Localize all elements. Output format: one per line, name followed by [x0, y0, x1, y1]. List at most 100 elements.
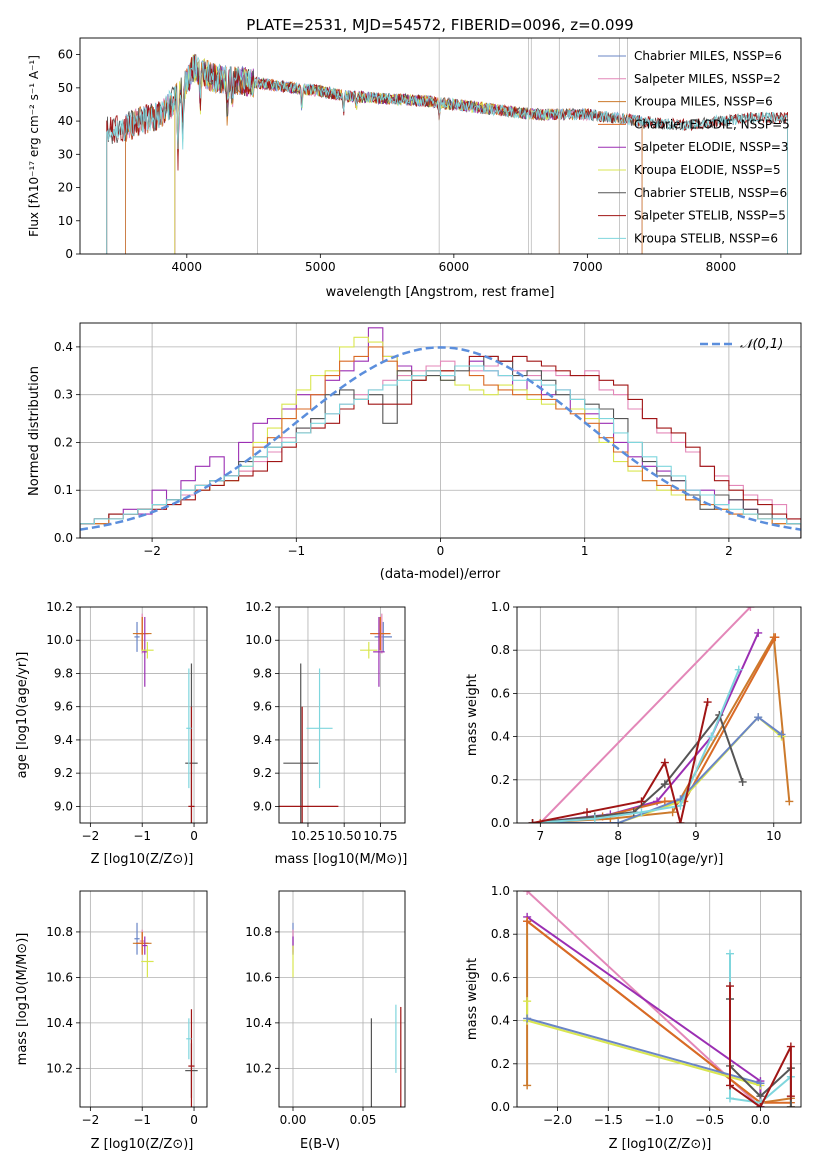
axes-frame [79, 322, 802, 539]
weight-line [532, 701, 709, 823]
y-tick-label: 40 [58, 114, 73, 128]
y-tick-label: 10.0 [46, 633, 73, 647]
y-tick-label: 60 [58, 48, 73, 62]
legend-label: Chabrier ELODIE, NSSP=5 [634, 117, 790, 131]
age-vs-mass-panel: mass [log10(M/M⊙)] 10.25 10.50 10.75 9.0 9.2… [245, 600, 408, 867]
x-tick-label: 7 [537, 829, 545, 843]
x-tick-label: −1.0 [644, 1113, 673, 1127]
legend-label: Kroupa MILES, NSSP=6 [634, 95, 773, 109]
axes-frame [516, 890, 802, 1108]
residuals-ylabel: Normed distribution [27, 366, 42, 496]
histogram-step [80, 365, 801, 538]
y-tick-label: 9.4 [253, 733, 272, 747]
weight-line [729, 986, 792, 1107]
age-vs-mass-xlabel: mass [log10(M/M⊙)] [275, 852, 408, 867]
y-tick-label: 50 [58, 81, 73, 95]
weight-vs-Z-panel: Z [log10(Z/Z⊙)] mass weight −2.0 −1.5 −1.0… [465, 884, 802, 1152]
x-tick-label: 1 [581, 544, 589, 558]
residuals-panel: (data-model)/error Normed distribution −… [27, 322, 802, 582]
weight-marker [756, 1079, 765, 1088]
axes-frame [278, 890, 406, 1108]
mass-vs-ebv-xlabel: E(B-V) [300, 1137, 340, 1152]
x-tick-label: 10.50 [327, 829, 361, 843]
plot-area [80, 327, 801, 538]
y-tick-label: 20 [58, 181, 73, 195]
y-tick-label: 10 [58, 214, 73, 228]
weight-marker [726, 982, 734, 991]
x-tick-label: −1.5 [594, 1113, 623, 1127]
y-tick-label: 0.4 [491, 1014, 510, 1028]
x-tick-label: 2 [725, 544, 733, 558]
x-tick-label: 8000 [706, 260, 737, 274]
y-tick-label: 10.0 [245, 633, 272, 647]
x-tick-label: −0.5 [695, 1113, 724, 1127]
x-tick-label: −1 [133, 829, 151, 843]
y-tick-label: 30 [58, 147, 73, 161]
weight-marker [734, 665, 743, 674]
weight-marker [668, 808, 677, 817]
x-tick-label: −2 [143, 544, 161, 558]
weight-marker [726, 1094, 734, 1103]
x-tick-label: −2 [82, 1113, 100, 1127]
weight-marker [523, 1081, 532, 1090]
plot-area [106, 38, 788, 254]
y-tick-label: 0.8 [491, 927, 510, 941]
y-tick-label: 10.2 [245, 1061, 272, 1075]
plot-area [279, 613, 392, 823]
weight-marker [676, 801, 685, 810]
weight-vs-Z-xlabel: Z [log10(Z/Z⊙)] [609, 1137, 712, 1152]
weight-marker [523, 1014, 532, 1023]
weight-marker [746, 607, 755, 611]
weight-marker [536, 819, 545, 823]
x-tick-label: 9 [692, 829, 700, 843]
y-tick-label: 0.0 [491, 816, 510, 830]
y-tick-label: 9.2 [253, 766, 272, 780]
weight-vs-age-ylabel: mass weight [465, 674, 480, 756]
legend-label: Chabrier STELIB, NSSP=6 [634, 186, 787, 200]
x-tick-label: −2.0 [543, 1113, 572, 1127]
y-tick-label: 10.8 [46, 925, 73, 939]
spectrum-title: PLATE=2531, MJD=54572, FIBERID=0096, z=0… [246, 16, 633, 34]
plot-area [292, 922, 402, 1107]
x-tick-label: 5000 [305, 260, 336, 274]
y-tick-label: 0.6 [491, 686, 510, 700]
y-tick-label: 9.0 [253, 799, 272, 813]
legend-label: Kroupa STELIB, NSSP=6 [634, 231, 778, 245]
legend-label: Chabrier MILES, NSSP=6 [634, 49, 782, 63]
weight-line [532, 669, 740, 823]
legend-label: Salpeter MILES, NSSP=2 [634, 72, 781, 86]
legend-label: Kroupa ELODIE, NSSP=5 [634, 163, 781, 177]
y-tick-label: 10.6 [46, 970, 73, 984]
y-tick-label: 10.4 [46, 1016, 73, 1030]
weight-vs-Z-ylabel: mass weight [465, 958, 480, 1040]
y-tick-label: 1.0 [491, 884, 510, 898]
y-tick-label: 9.6 [54, 700, 73, 714]
x-tick-label: 0.00 [280, 1113, 307, 1127]
weight-marker [637, 797, 646, 806]
weight-marker [660, 780, 669, 789]
spectrum-line [125, 54, 643, 254]
residuals-xlabel: (data-model)/error [380, 567, 501, 582]
spectrum-panel: PLATE=2531, MJD=54572, FIBERID=0096, z=0… [27, 16, 802, 300]
x-tick-label: −1 [133, 1113, 151, 1127]
axes-frame [79, 890, 208, 1108]
weight-line [532, 633, 791, 823]
spectrum-ylabel: Flux [fλ10⁻¹⁷ erg cm⁻² s⁻¹ A⁻¹] [27, 55, 41, 237]
weight-marker [777, 730, 786, 739]
y-tick-label: 9.6 [253, 700, 272, 714]
x-tick-label: 0.0 [751, 1113, 770, 1127]
mass-vs-Z-ylabel: mass [log10(M/M⊙)] [15, 933, 30, 1066]
y-tick-label: 0.4 [491, 730, 510, 744]
x-tick-label: 0 [190, 829, 198, 843]
x-tick-label: 0.05 [350, 1113, 377, 1127]
y-tick-label: 10.2 [245, 600, 272, 614]
x-tick-label: 10 [766, 829, 781, 843]
weight-marker [707, 732, 716, 741]
spectrum-legend: Chabrier MILES, NSSP=6 Salpeter MILES, NS… [598, 49, 790, 245]
spectrum-line [125, 54, 643, 254]
y-tick-label: 9.8 [253, 666, 272, 680]
weight-marker [676, 819, 685, 823]
axes-frame [79, 606, 208, 824]
y-tick-label: 0.0 [54, 531, 73, 545]
weight-marker [786, 1042, 795, 1051]
